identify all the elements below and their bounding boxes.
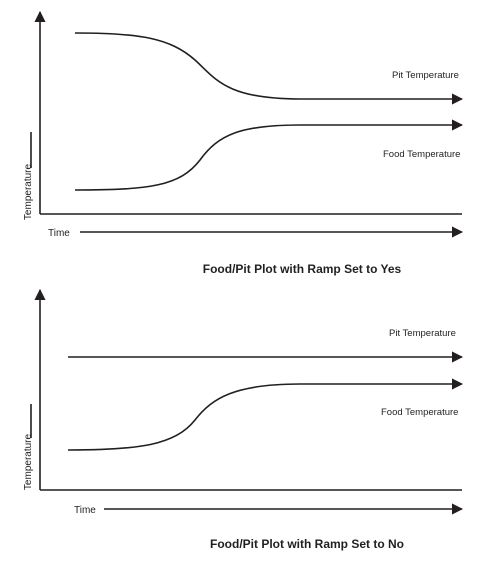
- series-label-pit-temperature: Pit Temperature: [389, 328, 456, 339]
- x-axis-label: Time: [48, 228, 70, 239]
- series-food-temperature: [74, 119, 464, 191]
- chart-ramp-no: Temperature Time Pit Temperature Food Te…: [23, 288, 464, 551]
- chart-caption: Food/Pit Plot with Ramp Set to Yes: [203, 262, 402, 276]
- series-label-food-temperature: Food Temperature: [383, 149, 460, 160]
- chart-caption: Food/Pit Plot with Ramp Set to No: [210, 537, 404, 551]
- chart-ramp-yes: Temperature Time Pit Temperature Food Te…: [23, 10, 464, 276]
- x-axis-label: Time: [74, 505, 96, 516]
- series-pit-temperature: [74, 32, 464, 105]
- series-food-temperature: [67, 378, 464, 451]
- series-label-food-temperature: Food Temperature: [381, 407, 458, 418]
- y-axis-label: Temperature: [23, 433, 34, 490]
- y-axis-label: Temperature: [23, 163, 34, 220]
- series-label-pit-temperature: Pit Temperature: [392, 70, 459, 81]
